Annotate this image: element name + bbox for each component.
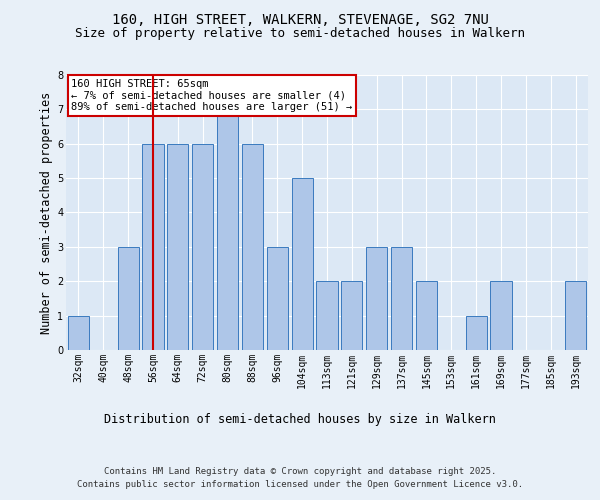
- Text: Size of property relative to semi-detached houses in Walkern: Size of property relative to semi-detach…: [75, 28, 525, 40]
- Bar: [292, 178, 313, 350]
- Bar: [217, 110, 238, 350]
- Text: Contains public sector information licensed under the Open Government Licence v3: Contains public sector information licen…: [77, 480, 523, 489]
- Bar: [316, 281, 338, 350]
- Bar: [167, 144, 188, 350]
- Y-axis label: Number of semi-detached properties: Number of semi-detached properties: [40, 92, 53, 334]
- Bar: [118, 247, 139, 350]
- Bar: [142, 144, 164, 350]
- Bar: [391, 247, 412, 350]
- Bar: [192, 144, 213, 350]
- Text: Distribution of semi-detached houses by size in Walkern: Distribution of semi-detached houses by …: [104, 412, 496, 426]
- Text: 160 HIGH STREET: 65sqm
← 7% of semi-detached houses are smaller (4)
89% of semi-: 160 HIGH STREET: 65sqm ← 7% of semi-deta…: [71, 79, 352, 112]
- Text: Contains HM Land Registry data © Crown copyright and database right 2025.: Contains HM Land Registry data © Crown c…: [104, 468, 496, 476]
- Bar: [490, 281, 512, 350]
- Bar: [565, 281, 586, 350]
- Bar: [466, 316, 487, 350]
- Bar: [267, 247, 288, 350]
- Bar: [416, 281, 437, 350]
- Bar: [68, 316, 89, 350]
- Bar: [366, 247, 387, 350]
- Bar: [242, 144, 263, 350]
- Text: 160, HIGH STREET, WALKERN, STEVENAGE, SG2 7NU: 160, HIGH STREET, WALKERN, STEVENAGE, SG…: [112, 12, 488, 26]
- Bar: [341, 281, 362, 350]
